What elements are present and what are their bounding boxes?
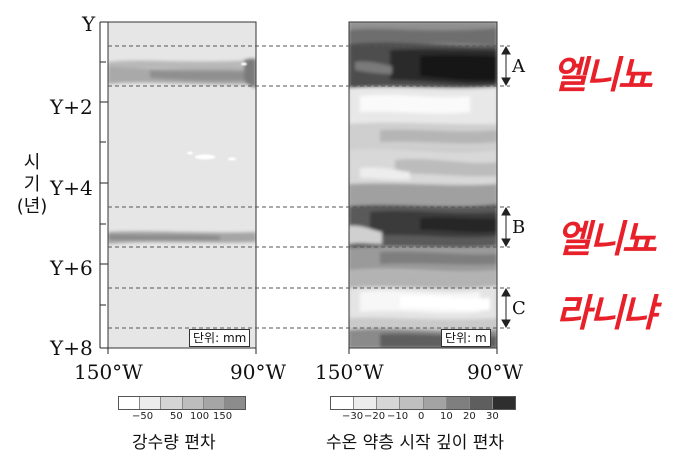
thermocline-legend-bar bbox=[330, 396, 516, 410]
bracket-label-b: B bbox=[512, 217, 526, 238]
precip-legend-label-1: −50 bbox=[132, 411, 154, 422]
precip-legend-label-3: 100 bbox=[190, 411, 210, 422]
precip-legend-label-2: 50 bbox=[170, 411, 183, 422]
precipitation-legend-bar bbox=[118, 396, 246, 410]
thermo-x-tick-90w: 90°W bbox=[467, 360, 524, 384]
precipitation-legend: −50 50 100 150 bbox=[118, 396, 246, 424]
thermo-legend-label-3: −10 bbox=[387, 411, 409, 422]
y-axis-title-char-3: (년) bbox=[16, 196, 48, 217]
precip-legend-swatch-4 bbox=[181, 397, 203, 409]
thermocline-panel-frame bbox=[348, 21, 498, 349]
y-tick-2: Y+2 bbox=[50, 95, 93, 119]
precipitation-unit-label: 단위: mm bbox=[189, 329, 251, 347]
thermocline-panel bbox=[349, 22, 497, 348]
thermo-legend-swatch-3 bbox=[376, 397, 400, 409]
thermo-legend-label-6: 20 bbox=[463, 411, 476, 422]
precip-legend-swatch-3 bbox=[160, 397, 182, 409]
guide-lines bbox=[108, 45, 510, 329]
thermo-legend-label-1: −30 bbox=[342, 411, 364, 422]
thermo-legend-label-5: 10 bbox=[440, 411, 453, 422]
y-tick-8: Y+8 bbox=[50, 336, 93, 360]
thermo-legend-swatch-1 bbox=[331, 397, 354, 409]
y-axis-title: 시 기 (년) bbox=[12, 152, 52, 218]
thermo-legend-label-4: 0 bbox=[418, 411, 425, 422]
y-tick-6: Y+6 bbox=[50, 256, 93, 280]
annotation-la-nina-c: 라니냐 bbox=[556, 291, 657, 335]
bracket-label-a: A bbox=[512, 56, 525, 77]
thermo-x-tick-150w: 150°W bbox=[315, 360, 384, 384]
precip-x-tick-150w: 150°W bbox=[74, 360, 143, 384]
precip-legend-label-4: 150 bbox=[213, 411, 233, 422]
thermo-legend-label-7: 30 bbox=[486, 411, 499, 422]
thermo-legend-swatch-6 bbox=[445, 397, 469, 409]
thermo-legend-swatch-5 bbox=[422, 397, 446, 409]
thermo-legend-swatch-2 bbox=[353, 397, 377, 409]
bracket-label-c: C bbox=[512, 298, 526, 319]
y-axis-title-char-1: 시 bbox=[23, 152, 41, 173]
thermo-legend-swatch-7 bbox=[468, 397, 492, 409]
thermo-legend-swatch-4 bbox=[399, 397, 423, 409]
precip-legend-swatch-2 bbox=[139, 397, 161, 409]
precipitation-legend-labels: −50 50 100 150 bbox=[118, 410, 246, 424]
thermocline-legend-title: 수온 약층 시작 깊이 편차 bbox=[326, 433, 505, 453]
precip-legend-swatch-6 bbox=[223, 397, 246, 409]
bracket-arrows bbox=[501, 45, 511, 329]
y-axis bbox=[99, 21, 108, 349]
y-axis-title-char-2: 기 bbox=[23, 174, 41, 195]
thermocline-legend-labels: −30 −20 −10 0 10 20 30 bbox=[330, 410, 516, 424]
precipitation-legend-title: 강수량 편차 bbox=[132, 433, 216, 453]
thermo-legend-label-2: −20 bbox=[364, 411, 386, 422]
precip-legend-swatch-1 bbox=[119, 397, 140, 409]
y-tick-0: Y bbox=[82, 12, 96, 36]
thermocline-unit-label: 단위: m bbox=[441, 329, 491, 347]
precip-x-tick-90w: 90°W bbox=[230, 360, 287, 384]
thermo-legend-swatch-8 bbox=[491, 397, 515, 409]
precip-legend-swatch-5 bbox=[202, 397, 224, 409]
y-tick-4: Y+4 bbox=[50, 176, 93, 200]
annotation-el-nino-b: 엘니뇨 bbox=[556, 217, 657, 261]
thermocline-legend: −30 −20 −10 0 10 20 30 bbox=[330, 396, 516, 424]
precipitation-panel bbox=[108, 22, 256, 348]
precipitation-panel-frame bbox=[107, 21, 257, 349]
annotation-el-nino-a: 엘니뇨 bbox=[552, 53, 653, 97]
